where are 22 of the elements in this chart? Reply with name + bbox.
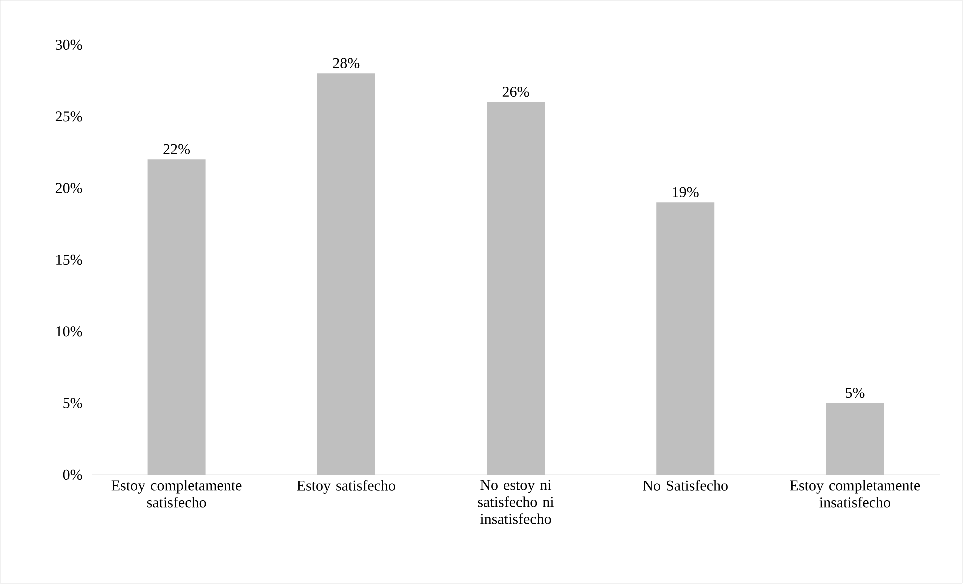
data-label: 5% [846,388,865,398]
y-tick-label: 0% [63,470,82,480]
x-tick-label: Estoy completamente satisfecho [112,480,242,508]
data-label: 28% [333,58,360,68]
y-tick-label: 15% [56,254,82,266]
x-tick-label: Estoy satisfecho [297,480,396,494]
data-label: 22% [164,144,190,154]
x-tick-label: Estoy completamente insatisfecho [790,480,920,508]
y-tick-label: 20% [56,183,82,194]
y-tick-label: 25% [56,112,82,122]
x-tick-label: No estoy ni satisfecho ni insatisfecho [478,480,554,524]
data-label: 26% [502,86,530,98]
bar [317,74,376,475]
x-tick-label: No Satisfecho [643,480,728,491]
data-label: 19% [673,187,699,198]
bar [656,202,715,475]
bar [826,403,884,475]
bar [148,160,206,475]
y-tick-label: 30% [56,40,82,50]
y-tick-label: 5% [64,398,82,408]
bar [487,102,546,475]
y-tick-label: 10% [56,326,82,337]
